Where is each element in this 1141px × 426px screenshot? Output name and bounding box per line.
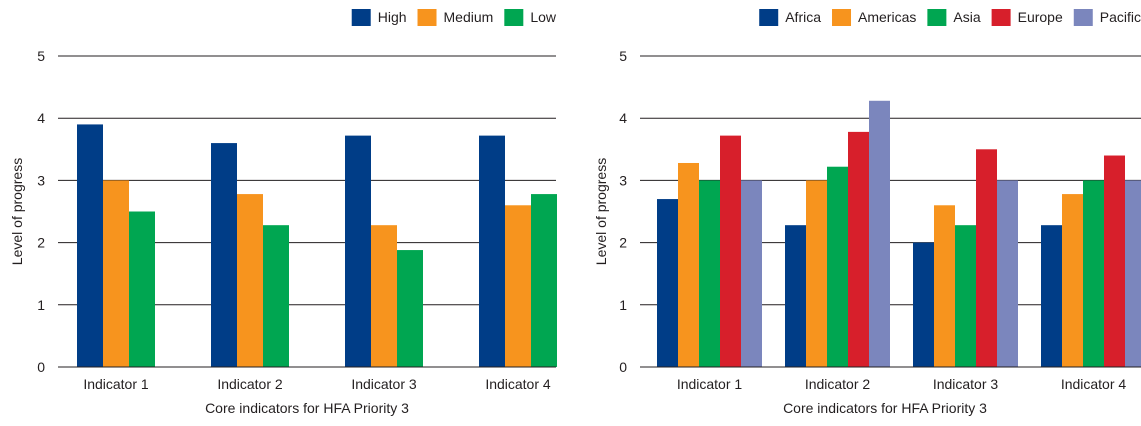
bar-americas-indicator-4 bbox=[1062, 194, 1083, 367]
bars bbox=[657, 100, 1141, 367]
legend-swatch bbox=[759, 9, 779, 26]
bar-asia-indicator-3 bbox=[955, 225, 976, 367]
bar-high-indicator-2 bbox=[211, 143, 237, 367]
bar-medium-indicator-3 bbox=[371, 225, 397, 367]
legend-label: Medium bbox=[444, 9, 494, 25]
bar-africa-indicator-1 bbox=[657, 199, 678, 367]
x-tick-label: Indicator 4 bbox=[485, 376, 551, 392]
bar-europe-indicator-2 bbox=[848, 131, 869, 367]
y-tick-label: 2 bbox=[37, 235, 45, 251]
legend-label: Africa bbox=[785, 9, 821, 25]
legend-swatch bbox=[504, 9, 524, 26]
legend: Africa Americas Asia Europe Pacific bbox=[759, 9, 1141, 26]
bar-medium-indicator-1 bbox=[103, 180, 129, 367]
legend-item-americas: Americas bbox=[832, 9, 916, 26]
x-tick-label: Indicator 2 bbox=[805, 376, 871, 392]
legend-label: Asia bbox=[953, 9, 980, 25]
legend-swatch bbox=[927, 9, 947, 26]
x-tick-label: Indicator 4 bbox=[1061, 376, 1127, 392]
y-tick-label: 3 bbox=[37, 172, 45, 188]
legend-label: Low bbox=[530, 9, 557, 25]
bar-americas-indicator-3 bbox=[934, 205, 955, 367]
legend-swatch bbox=[351, 9, 371, 26]
bar-pacific-indicator-2 bbox=[869, 100, 890, 367]
legend-item-europe: Europe bbox=[991, 9, 1063, 26]
x-axis-label: Core indicators for HFA Priority 3 bbox=[205, 400, 409, 416]
chart-by-income-level: 0 1 2 3 4 5 Level of progress Indicator 1 Indica… bbox=[9, 9, 557, 416]
y-tick-label: 3 bbox=[619, 172, 627, 188]
bar-africa-indicator-4 bbox=[1041, 225, 1062, 367]
legend-item-pacific: Pacific bbox=[1073, 9, 1141, 26]
bar-europe-indicator-1 bbox=[720, 135, 741, 367]
legend-swatch bbox=[1073, 9, 1093, 26]
y-tick-label: 5 bbox=[37, 48, 45, 64]
legend-item-africa: Africa bbox=[759, 9, 821, 26]
legend-label: Pacific bbox=[1100, 9, 1141, 25]
y-axis-label: Level of progress bbox=[593, 158, 609, 265]
bar-low-indicator-3 bbox=[397, 250, 423, 367]
y-tick-label: 1 bbox=[37, 297, 45, 313]
y-tick-label: 4 bbox=[37, 110, 45, 126]
y-tick-label: 1 bbox=[619, 297, 627, 313]
y-tick-label: 4 bbox=[619, 110, 627, 126]
legend-swatch bbox=[417, 9, 437, 26]
bar-high-indicator-3 bbox=[345, 135, 371, 367]
y-tick-label: 5 bbox=[619, 48, 627, 64]
bar-high-indicator-1 bbox=[77, 124, 103, 367]
legend-item-medium: Medium bbox=[417, 9, 494, 26]
bar-medium-indicator-4 bbox=[505, 205, 531, 367]
bar-pacific-indicator-3 bbox=[997, 180, 1018, 367]
bar-high-indicator-4 bbox=[479, 135, 505, 367]
y-tick-label: 0 bbox=[37, 359, 45, 375]
y-tick-label: 0 bbox=[619, 359, 627, 375]
bar-low-indicator-4 bbox=[531, 194, 557, 367]
legend: High Medium Low bbox=[351, 9, 557, 26]
legend-label: Europe bbox=[1018, 9, 1063, 25]
x-tick-label: Indicator 2 bbox=[217, 376, 283, 392]
bar-asia-indicator-1 bbox=[699, 180, 720, 367]
bar-low-indicator-2 bbox=[263, 225, 289, 367]
bar-africa-indicator-2 bbox=[785, 225, 806, 367]
y-tick-label: 2 bbox=[619, 235, 627, 251]
legend-swatch bbox=[991, 9, 1011, 26]
bar-africa-indicator-3 bbox=[913, 242, 934, 367]
bar-pacific-indicator-4 bbox=[1125, 180, 1141, 367]
legend-item-asia: Asia bbox=[927, 9, 981, 26]
x-tick-label: Indicator 3 bbox=[933, 376, 999, 392]
legend-label: Americas bbox=[858, 9, 916, 25]
bars bbox=[77, 124, 557, 367]
legend-item-high: High bbox=[351, 9, 407, 26]
bar-europe-indicator-3 bbox=[976, 149, 997, 367]
bar-europe-indicator-4 bbox=[1104, 155, 1125, 367]
legend-item-low: Low bbox=[504, 9, 557, 26]
bar-asia-indicator-4 bbox=[1083, 180, 1104, 367]
x-tick-label: Indicator 3 bbox=[351, 376, 417, 392]
x-tick-label: Indicator 1 bbox=[83, 376, 149, 392]
bar-asia-indicator-2 bbox=[827, 166, 848, 367]
bar-americas-indicator-1 bbox=[678, 162, 699, 367]
bar-americas-indicator-2 bbox=[806, 180, 827, 367]
x-tick-label: Indicator 1 bbox=[677, 376, 743, 392]
bar-low-indicator-1 bbox=[129, 211, 155, 367]
bar-pacific-indicator-1 bbox=[741, 180, 762, 367]
legend-swatch bbox=[832, 9, 852, 26]
bar-medium-indicator-2 bbox=[237, 194, 263, 367]
legend-label: High bbox=[378, 9, 407, 25]
y-axis-label: Level of progress bbox=[9, 158, 25, 265]
chart-by-region: 0 1 2 3 4 5 Level of progress Indicator 1 Indica… bbox=[593, 9, 1141, 416]
x-axis-label: Core indicators for HFA Priority 3 bbox=[783, 400, 987, 416]
